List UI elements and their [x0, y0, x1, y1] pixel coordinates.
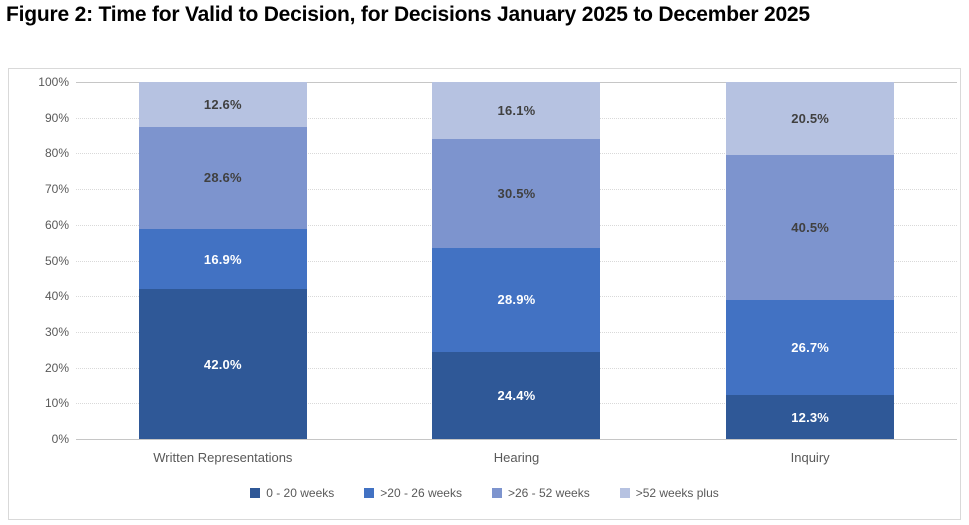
data-label: 16.1% — [497, 103, 536, 119]
bar-slot: 12.6% 28.6% 16.9% 42.0% — [76, 82, 370, 439]
y-axis-tick-label: 50% — [44, 253, 69, 268]
data-label: 40.5% — [791, 219, 830, 235]
bar-segment: 12.6% — [138, 82, 307, 127]
stacked-bar-written-representations: 12.6% 28.6% 16.9% 42.0% — [138, 82, 307, 439]
data-label: 12.3% — [791, 409, 830, 425]
legend-label: >26 - 52 weeks — [507, 486, 590, 500]
page-title: Figure 2: Time for Valid to Decision, fo… — [6, 3, 810, 26]
x-category-label: Written Representations — [153, 450, 293, 465]
y-axis-tick-label: 60% — [44, 217, 69, 232]
data-label: 20.5% — [791, 111, 830, 127]
legend-item: >52 weeks plus — [619, 486, 719, 500]
bar-segment: 24.4% — [432, 351, 601, 439]
y-axis-tick-label: 90% — [44, 110, 69, 125]
legend-swatch-icon — [364, 488, 375, 498]
y-axis-tick-label: 80% — [44, 146, 69, 161]
legend-swatch-icon — [250, 488, 261, 498]
bar-segment: 20.5% — [726, 82, 895, 156]
legend-swatch-icon — [491, 488, 502, 498]
bar-segment: 16.1% — [432, 82, 601, 140]
data-label: 26.7% — [791, 339, 830, 355]
bar-segment: 26.7% — [726, 299, 895, 396]
x-axis-labels: Written Representations Hearing Inquiry — [76, 450, 957, 465]
y-axis-tick-label: 70% — [44, 182, 69, 197]
bar-slot: 20.5% 40.5% 26.7% 12.3% — [663, 82, 957, 439]
bar-slot: 16.1% 30.5% 28.9% 24.4% — [370, 82, 664, 439]
bar-segment: 40.5% — [726, 155, 895, 300]
legend-item: 0 - 20 weeks — [250, 486, 334, 500]
bar-segment: 28.6% — [138, 126, 307, 229]
y-axis-tick-label: 10% — [44, 396, 69, 411]
bar-segment: 30.5% — [432, 139, 601, 249]
data-label: 30.5% — [497, 186, 536, 202]
x-category-label: Inquiry — [790, 450, 830, 465]
y-axis-tick-label: 20% — [44, 360, 69, 375]
plot-area: 12.6% 28.6% 16.9% 42.0% 16.1% 30.5% 28.9% 24.4%… — [76, 82, 957, 440]
data-label: 28.9% — [497, 292, 536, 308]
legend-label: >20 - 26 weeks — [380, 486, 462, 500]
bar-segment: 28.9% — [432, 248, 601, 352]
data-label: 24.4% — [497, 387, 536, 403]
legend: 0 - 20 weeks >20 - 26 weeks >26 - 52 weeks… — [9, 486, 960, 500]
legend-label: >52 weeks plus — [635, 486, 719, 500]
stacked-bar-inquiry: 20.5% 40.5% 26.7% 12.3% — [726, 82, 895, 439]
y-axis-tick-label: 100% — [38, 75, 69, 89]
data-label: 28.6% — [203, 170, 242, 186]
stacked-bar-hearing: 16.1% 30.5% 28.9% 24.4% — [432, 82, 601, 439]
legend-label: 0 - 20 weeks — [266, 486, 335, 500]
bar-segment: 16.9% — [138, 228, 307, 290]
y-axis-tick-label: 40% — [44, 289, 69, 304]
y-axis-tick-label: 30% — [44, 324, 69, 339]
data-label: 42.0% — [203, 356, 242, 372]
x-category-label: Hearing — [493, 450, 540, 465]
legend-swatch-icon — [619, 488, 630, 498]
bar-segment: 12.3% — [726, 395, 895, 439]
gridline — [76, 439, 957, 440]
data-label: 16.9% — [203, 251, 242, 267]
legend-item: >26 - 52 weeks — [491, 486, 590, 500]
data-label: 12.6% — [203, 96, 242, 112]
chart-frame: 12.6% 28.6% 16.9% 42.0% 16.1% 30.5% 28.9% 24.4%… — [8, 68, 961, 520]
bar-segment: 42.0% — [138, 289, 307, 439]
y-axis-tick-label: 0% — [51, 432, 69, 446]
legend-item: >20 - 26 weeks — [364, 486, 462, 500]
